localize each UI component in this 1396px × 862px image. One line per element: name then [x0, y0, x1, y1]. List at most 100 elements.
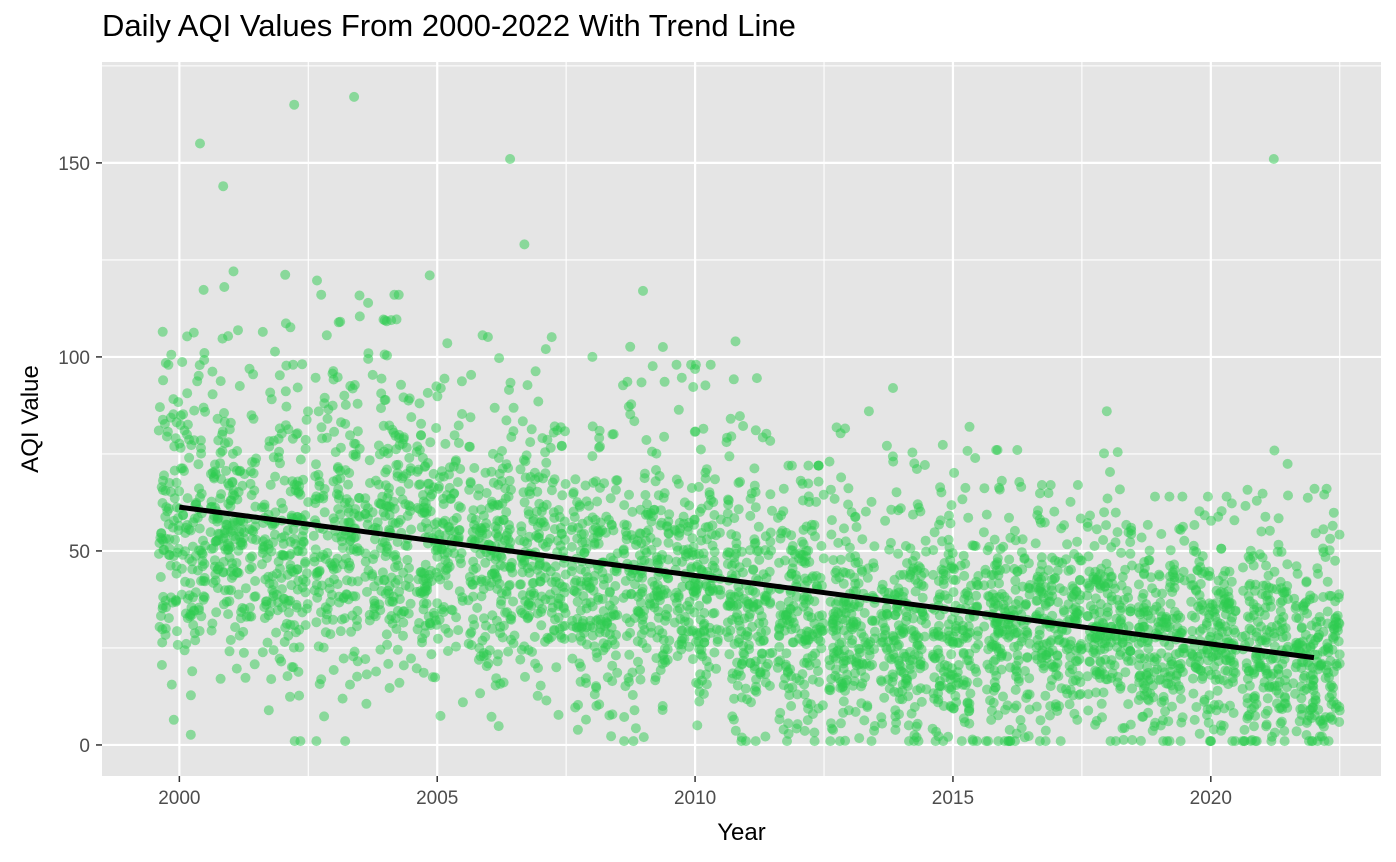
data-point: [320, 627, 331, 638]
data-point: [894, 694, 905, 705]
data-point: [946, 500, 957, 511]
data-point: [352, 656, 363, 667]
data-point: [710, 530, 721, 541]
data-point: [756, 654, 767, 665]
data-point: [978, 527, 989, 538]
data-point: [790, 570, 801, 581]
data-point: [292, 512, 303, 523]
data-point: [829, 493, 840, 504]
data-point: [1049, 506, 1060, 517]
data-point: [368, 554, 378, 565]
data-point: [1083, 689, 1094, 700]
data-point: [1199, 510, 1210, 521]
data-point: [1093, 635, 1104, 645]
data-point: [1175, 612, 1186, 623]
data-point: [1229, 515, 1240, 526]
data-point: [285, 486, 296, 497]
data-point: [1110, 537, 1121, 548]
data-point: [799, 657, 810, 668]
data-point: [657, 658, 668, 669]
data-point: [493, 532, 504, 543]
data-point: [383, 448, 393, 459]
data-point: [783, 619, 794, 630]
data-point: [1135, 735, 1146, 746]
data-point: [382, 639, 393, 650]
data-point: [1262, 693, 1273, 704]
data-point: [557, 490, 568, 501]
data-point: [888, 632, 899, 643]
data-point: [248, 526, 259, 537]
data-point: [1112, 447, 1123, 458]
data-point: [1174, 573, 1185, 584]
data-point: [207, 618, 218, 629]
data-point: [540, 561, 551, 572]
data-point: [1137, 711, 1148, 722]
data-point: [411, 663, 422, 674]
data-point: [1067, 664, 1078, 675]
data-point: [710, 474, 720, 485]
data-point: [835, 554, 846, 565]
data-point: [963, 512, 974, 523]
data-point: [215, 493, 226, 504]
data-point: [950, 575, 961, 586]
data-point: [1321, 483, 1332, 494]
data-point: [1288, 678, 1299, 689]
data-point: [853, 557, 864, 568]
data-point: [589, 641, 600, 652]
data-point: [1133, 579, 1144, 590]
data-point: [993, 600, 1003, 611]
data-point: [752, 546, 763, 557]
data-point: [1304, 660, 1315, 671]
data-point: [1188, 688, 1199, 699]
data-point: [1150, 491, 1160, 502]
data-point: [689, 514, 700, 525]
data-point: [1198, 644, 1208, 654]
data-point: [598, 638, 609, 649]
data-point: [414, 618, 425, 628]
data-point: [590, 514, 601, 525]
data-point: [786, 701, 797, 711]
data-point: [397, 494, 408, 505]
data-point: [221, 465, 231, 476]
data-point: [792, 719, 803, 730]
data-point: [816, 624, 827, 635]
data-point: [833, 537, 844, 548]
data-point: [1291, 637, 1302, 648]
data-point: [199, 592, 210, 603]
data-point: [979, 580, 990, 591]
data-point: [1269, 628, 1279, 639]
data-point: [1244, 623, 1255, 634]
data-point: [1175, 736, 1186, 747]
data-point: [1023, 731, 1034, 742]
data-point: [839, 523, 849, 534]
data-point: [426, 565, 437, 576]
data-point: [1123, 656, 1134, 666]
data-point: [1242, 698, 1253, 709]
data-point: [728, 374, 739, 385]
data-point: [454, 586, 465, 597]
data-point: [519, 497, 530, 508]
data-point: [480, 467, 491, 478]
data-point: [166, 349, 177, 360]
data-point: [1091, 715, 1102, 726]
data-point: [568, 488, 579, 499]
data-point: [384, 501, 394, 512]
data-point: [690, 426, 701, 437]
data-point: [294, 690, 305, 701]
data-point: [1099, 507, 1110, 518]
data-point: [1239, 724, 1250, 735]
data-point: [1036, 658, 1047, 669]
data-point: [1102, 610, 1113, 621]
data-point: [1022, 627, 1033, 638]
data-point: [879, 692, 890, 703]
data-point: [930, 736, 941, 747]
data-point: [1226, 616, 1237, 627]
data-point: [1063, 643, 1074, 654]
data-point: [1305, 643, 1316, 653]
data-point: [342, 503, 353, 514]
data-point: [749, 463, 760, 474]
data-point: [1264, 582, 1275, 593]
data-point: [185, 611, 195, 622]
data-point: [568, 506, 579, 517]
data-point: [335, 473, 346, 484]
